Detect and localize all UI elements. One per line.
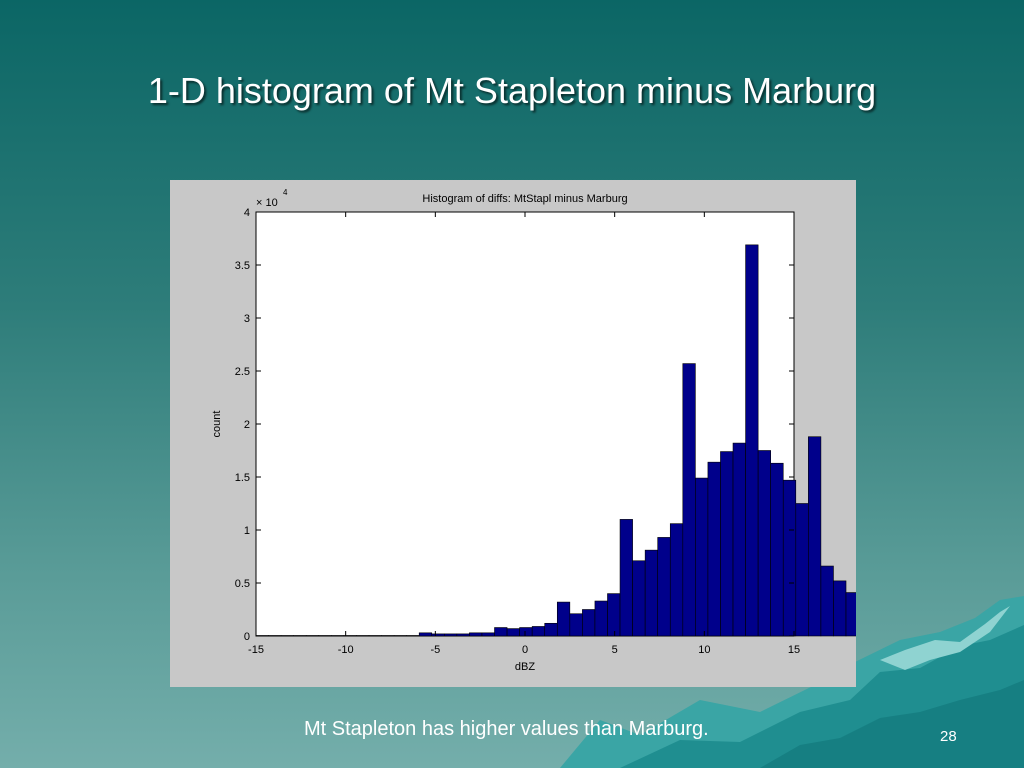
- histogram-bar: [443, 633, 458, 637]
- x-axis-label: dBZ: [515, 661, 535, 673]
- histogram-bar: [481, 632, 495, 637]
- x-tick-label: -15: [248, 644, 264, 656]
- y-tick-label: 1: [244, 525, 250, 537]
- histogram-bar: [331, 635, 345, 637]
- slide-number: 28: [940, 728, 957, 745]
- histogram-bar: [393, 635, 407, 637]
- y-axis-label: count: [211, 411, 223, 438]
- histogram-bar: [569, 613, 583, 637]
- histogram-bar: [406, 635, 420, 637]
- histogram-bar: [745, 244, 759, 637]
- histogram-bar: [519, 627, 533, 637]
- histogram-bar: [657, 537, 671, 637]
- histogram-bar: [469, 632, 483, 637]
- histogram-bar: [607, 593, 621, 637]
- y-multiplier: × 10: [256, 197, 278, 209]
- chart-title: Histogram of diffs: MtStapl minus Marbur…: [422, 193, 627, 205]
- histogram-bar: [632, 560, 646, 637]
- histogram-bar: [808, 436, 822, 637]
- histogram-bar: [732, 442, 746, 637]
- histogram-bar: [456, 633, 470, 637]
- histogram-bar: [682, 363, 696, 637]
- histogram-bar: [293, 635, 307, 637]
- histogram-bar: [833, 580, 847, 637]
- y-tick-label: 0.5: [235, 578, 250, 590]
- histogram-bar: [556, 601, 571, 637]
- histogram-bar: [418, 632, 433, 637]
- histogram-figure: -15 -10 -5 0 5 10 15 0 0.5 1 1.5 2 2.5 3 3.5 4 Histogra…: [170, 180, 856, 687]
- histogram-bar: [707, 461, 721, 637]
- x-tick-label: 5: [612, 644, 618, 656]
- histogram-bar: [695, 477, 709, 637]
- slide-caption: Mt Stapleton has higher values than Marb…: [304, 718, 709, 740]
- histogram-chart: -15 -10 -5 0 5 10 15 0 0.5 1 1.5 2 2.5 3 3.5 4 Histogra…: [211, 188, 856, 673]
- histogram-bar: [820, 565, 834, 637]
- histogram-bar: [782, 479, 797, 637]
- x-tick-label: -10: [338, 644, 354, 656]
- histogram-bar: [381, 635, 395, 637]
- y-tick-label: 3.5: [235, 260, 250, 272]
- x-tick-label: -5: [430, 644, 440, 656]
- histogram-bar: [770, 462, 784, 637]
- histogram-bar: [268, 635, 282, 637]
- histogram-bar: [280, 635, 294, 637]
- y-tick-label: 2.5: [235, 366, 250, 378]
- histogram-bar: [845, 592, 856, 637]
- x-tick-label: 0: [522, 644, 528, 656]
- histogram-bar: [669, 523, 684, 637]
- histogram-bar: [494, 627, 508, 637]
- y-tick-label: 3: [244, 313, 250, 325]
- histogram-bar: [720, 451, 734, 637]
- histogram-bar: [619, 519, 633, 637]
- x-tick-label: 15: [788, 644, 800, 656]
- slide-title: 1-D histogram of Mt Stapleton minus Marb…: [147, 70, 877, 111]
- histogram-bar: [795, 503, 809, 637]
- histogram-bar: [582, 609, 596, 637]
- histogram-bars: [255, 244, 856, 637]
- histogram-bar: [305, 635, 320, 637]
- histogram-bar: [318, 635, 332, 637]
- y-multiplier-exponent: 4: [283, 188, 288, 197]
- histogram-bar: [356, 635, 370, 637]
- y-tick-label: 4: [244, 207, 250, 219]
- y-tick-label: 1.5: [235, 472, 250, 484]
- histogram-bar: [368, 635, 382, 637]
- y-tick-label: 0: [244, 631, 250, 643]
- histogram-bar: [644, 549, 659, 637]
- histogram-bar: [594, 600, 608, 637]
- histogram-bar: [757, 450, 771, 637]
- histogram-bar: [544, 622, 558, 637]
- histogram-bar: [531, 626, 546, 637]
- histogram-bar: [431, 633, 445, 637]
- axis-ticks: -15 -10 -5 0 5 10 15 0 0.5 1 1.5 2 2.5 3 3.5 4: [235, 207, 800, 656]
- histogram-bar: [506, 628, 520, 637]
- y-tick-label: 2: [244, 419, 250, 431]
- x-tick-label: 10: [698, 644, 710, 656]
